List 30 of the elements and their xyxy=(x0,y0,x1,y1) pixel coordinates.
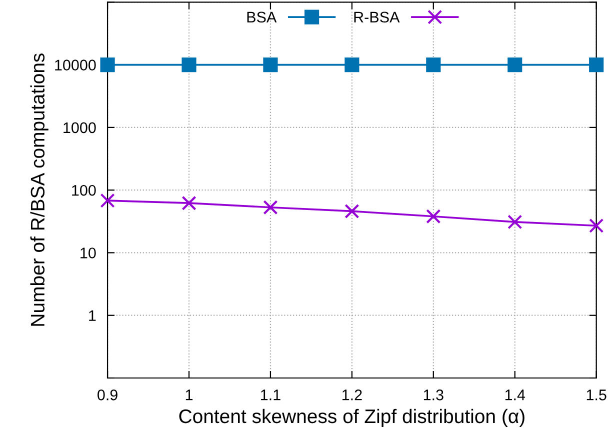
point xyxy=(344,58,360,72)
point xyxy=(100,58,115,72)
x-tick-label: 0.9 xyxy=(98,390,118,400)
y-tick-label: 10000 xyxy=(55,60,96,70)
point xyxy=(100,193,115,208)
point xyxy=(426,58,441,72)
y-axis-title: Number of R/BSA computations xyxy=(30,54,48,326)
y-tick-label: 10 xyxy=(80,248,96,258)
x-tick-label: 1.1 xyxy=(261,390,280,400)
x-tick-label: 1.2 xyxy=(342,390,362,400)
x-axis-title: Content skewness of Zipf distribution (α) xyxy=(179,408,524,428)
legend-label: BSA xyxy=(247,12,277,23)
x-tick-label: 1.3 xyxy=(424,390,444,400)
point xyxy=(508,214,522,230)
y-tick-label: 100 xyxy=(72,184,96,196)
y-tick-label: 1 xyxy=(89,310,96,321)
point xyxy=(263,200,278,215)
legend-label: R-BSA xyxy=(354,12,400,23)
x-tick-label: 1 xyxy=(186,390,193,400)
point xyxy=(344,204,360,218)
point xyxy=(182,58,196,72)
y-tick-label: 1000 xyxy=(64,122,96,134)
point xyxy=(589,218,604,233)
point xyxy=(426,209,441,224)
point xyxy=(589,58,604,72)
x-tick-label: 1.5 xyxy=(586,390,606,400)
point xyxy=(263,58,278,72)
point xyxy=(508,58,522,72)
x-tick-label: 1.4 xyxy=(505,390,526,400)
point xyxy=(182,196,196,210)
